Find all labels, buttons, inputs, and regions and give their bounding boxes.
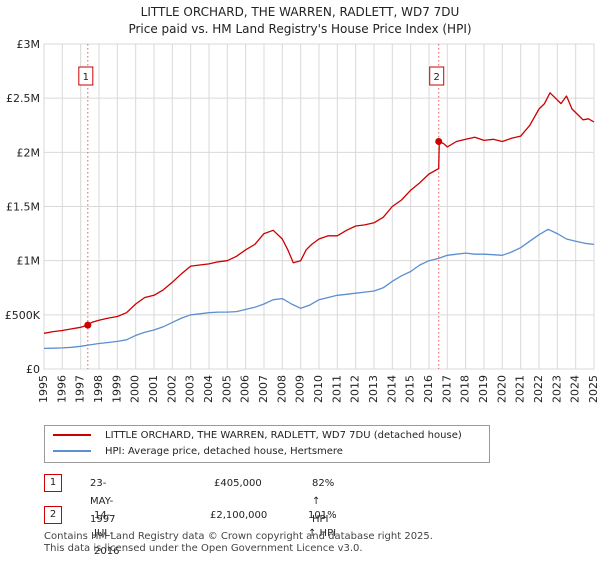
x-tick-label: 1999 [110, 375, 123, 403]
chart-title: LITTLE ORCHARD, THE WARREN, RADLETT, WD7… [140, 5, 460, 19]
legend-property-label: LITTLE ORCHARD, THE WARREN, RADLETT, WD7… [105, 430, 462, 441]
x-tick-label: 2017 [440, 375, 453, 403]
x-tick-label: 2013 [367, 375, 380, 403]
x-tick-label: 2009 [294, 375, 307, 403]
sale-marker-box [429, 66, 445, 86]
footer-line-2: This data is licensed under the Open Gov… [44, 543, 363, 554]
x-tick-label: 2021 [514, 375, 527, 403]
sale-date: 23-MAY-1997 [90, 478, 116, 525]
sale-marker-label: 1 [83, 72, 89, 83]
grid-lines [43, 43, 595, 370]
x-tick-label: 2011 [330, 375, 343, 403]
property-price-line [43, 92, 595, 334]
series-lines [43, 92, 595, 350]
x-tick-label: 2018 [459, 375, 472, 403]
footer-attribution: Contains HM Land Registry data © Crown c… [44, 531, 433, 555]
sale-point [84, 321, 92, 329]
x-tick-label: 2025 [587, 375, 600, 403]
x-tick-label: 2006 [239, 375, 252, 403]
x-tick-label: 2004 [202, 375, 215, 403]
x-tick-label: 2001 [147, 375, 160, 403]
x-tick-label: 2002 [165, 375, 178, 403]
x-tick-label: 2015 [404, 375, 417, 403]
sale-points [84, 138, 443, 329]
sale-marker-box [78, 66, 94, 86]
hpi-line [43, 228, 595, 350]
x-tick-label: 2003 [184, 375, 197, 403]
sale-hpi-change: 101% ↑ HPI [308, 510, 337, 539]
legend-item-hpi: HPI: Average price, detached house, Hert… [53, 444, 343, 460]
sale-badge: 1 [44, 474, 62, 492]
y-tick-label: £1.5M [6, 201, 40, 214]
x-tick-label: 2005 [220, 375, 233, 403]
x-tick-label: 1996 [55, 375, 68, 403]
x-tick-label: 2023 [550, 375, 563, 403]
sale-point [435, 138, 443, 145]
x-axis-ticks: 1995 1996 1997 1998 1999 2000 2001 2002 2003 2004… [37, 375, 600, 403]
sale-badge: 2 [44, 506, 62, 524]
x-tick-label: 2010 [312, 375, 325, 403]
legend-item-property: LITTLE ORCHARD, THE WARREN, RADLETT, WD7… [53, 428, 462, 444]
x-tick-label: 2020 [495, 375, 508, 403]
x-tick-label: 2000 [129, 375, 142, 403]
x-tick-label: 2016 [422, 375, 435, 403]
legend-hpi-swatch [53, 450, 91, 452]
x-tick-label: 2012 [349, 375, 362, 403]
y-tick-label: £2.5M [6, 92, 40, 105]
x-tick-label: 2014 [385, 375, 398, 403]
y-axis-ticks: £0 £500K £1M £1.5M £2M £2.5M £3M [5, 38, 41, 376]
sale-price: £2,100,000 [210, 510, 268, 521]
x-tick-label: 2019 [477, 375, 490, 403]
x-tick-label: 1998 [92, 375, 105, 403]
x-tick-label: 1995 [37, 375, 50, 403]
y-tick-label: £0 [26, 363, 40, 376]
x-tick-label: 1997 [74, 375, 87, 403]
sale-price: £405,000 [214, 478, 262, 489]
x-tick-label: 2007 [257, 375, 270, 403]
chart-subtitle: Price paid vs. HM Land Registry's House … [128, 22, 472, 36]
sale-hpi-change: 82% ↑ HPI [312, 478, 335, 525]
x-tick-label: 2008 [275, 375, 288, 403]
sale-date: 14-JUL-2016 [94, 510, 120, 557]
sale-marker-label: 2 [434, 72, 440, 83]
footer-line-1: Contains HM Land Registry data © Crown c… [44, 531, 433, 542]
y-tick-label: £500K [5, 309, 41, 322]
y-tick-label: £1M [17, 255, 41, 268]
legend-property-swatch [53, 434, 91, 436]
legend-hpi-label: HPI: Average price, detached house, Hert… [105, 446, 343, 457]
x-tick-label: 2024 [569, 375, 582, 403]
y-tick-label: £2M [17, 146, 41, 159]
x-tick-label: 2022 [532, 375, 545, 403]
y-tick-label: £3M [17, 38, 41, 51]
legend: LITTLE ORCHARD, THE WARREN, RADLETT, WD7… [44, 425, 490, 463]
